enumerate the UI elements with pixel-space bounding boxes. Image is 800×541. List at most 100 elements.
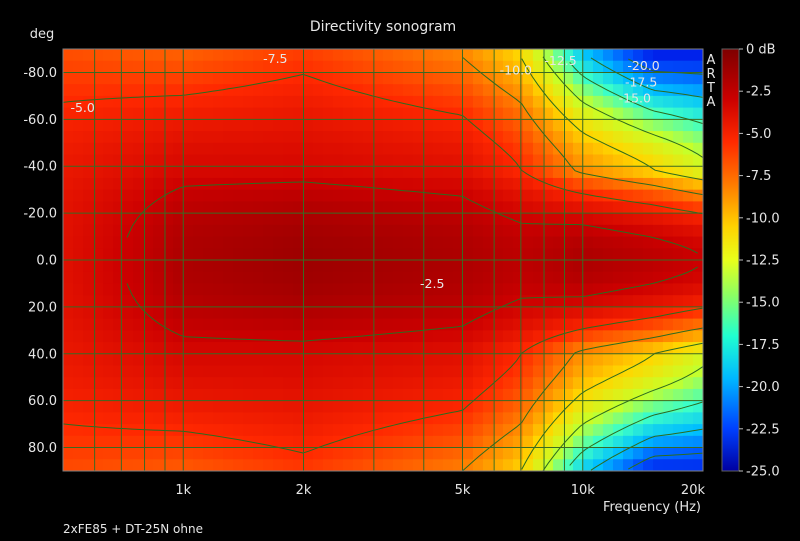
heatmap-cell <box>333 400 344 413</box>
heatmap-cell <box>583 260 594 273</box>
heatmap-cell <box>633 377 644 390</box>
heatmap-cell <box>573 388 584 402</box>
heatmap-cell <box>193 84 204 97</box>
heatmap-cell <box>503 119 514 132</box>
heatmap-cell <box>183 283 194 296</box>
heatmap-cell <box>603 60 614 74</box>
heatmap-cell <box>313 447 324 460</box>
heatmap-cell <box>203 342 214 355</box>
heatmap-cell <box>73 318 84 331</box>
heatmap-cell <box>203 84 214 97</box>
heatmap-cell <box>153 60 164 74</box>
heatmap-cell <box>203 60 214 74</box>
heatmap-cell <box>103 435 114 449</box>
heatmap-cell <box>693 260 703 273</box>
heatmap-cell <box>523 435 534 449</box>
heatmap-cell <box>73 459 84 471</box>
heatmap-cell <box>543 60 554 74</box>
heatmap-cell <box>533 119 544 132</box>
heatmap-cell <box>513 342 524 355</box>
heatmap-cell <box>353 236 364 249</box>
heatmap-cell <box>493 400 504 413</box>
heatmap-cell <box>573 260 584 273</box>
heatmap-cell <box>603 271 614 285</box>
heatmap-cell <box>663 260 674 273</box>
heatmap-cell <box>433 107 444 120</box>
heatmap-cell <box>443 459 454 471</box>
heatmap-cell <box>173 459 184 471</box>
heatmap-cell <box>553 49 564 62</box>
heatmap-cell <box>293 119 304 132</box>
heatmap-cell <box>393 260 404 273</box>
heatmap-cell <box>323 213 334 226</box>
heatmap-cell <box>303 236 314 249</box>
heatmap-cell <box>263 224 274 238</box>
heatmap-cell <box>363 213 374 226</box>
heatmap-cell <box>573 224 584 238</box>
heatmap-cell <box>303 353 314 367</box>
heatmap-cell <box>373 365 384 378</box>
heatmap-cell <box>63 365 74 378</box>
heatmap-cell <box>323 201 334 214</box>
heatmap-cell <box>173 213 184 226</box>
heatmap-cell <box>453 412 464 425</box>
heatmap-cell <box>383 435 394 449</box>
heatmap-cell <box>553 260 564 273</box>
heatmap-cell <box>83 72 94 85</box>
heatmap-cell <box>223 283 234 296</box>
heatmap-cell <box>223 306 234 320</box>
heatmap-cell <box>203 260 214 273</box>
heatmap-cell <box>693 400 703 413</box>
heatmap-cell <box>393 271 404 285</box>
heatmap-cell <box>653 435 664 449</box>
heatmap-cell <box>273 107 284 120</box>
heatmap-cell <box>433 213 444 226</box>
heatmap-cell <box>463 60 474 74</box>
heatmap-cell <box>543 95 554 109</box>
heatmap-cell <box>303 365 314 378</box>
heatmap-cell <box>113 49 124 62</box>
heatmap-cell <box>153 400 164 413</box>
heatmap-cell <box>153 388 164 402</box>
heatmap-cell <box>73 72 84 85</box>
heatmap-cell <box>323 142 334 156</box>
heatmap-cell <box>213 377 224 390</box>
heatmap-cell <box>223 365 234 378</box>
heatmap-cell <box>253 177 264 191</box>
heatmap-cell <box>673 271 684 285</box>
heatmap-cell <box>153 283 164 296</box>
heatmap-cell <box>323 166 334 179</box>
heatmap-cell <box>623 271 634 285</box>
heatmap-cell <box>613 154 624 167</box>
heatmap-cell <box>213 459 224 471</box>
heatmap-cell <box>693 49 703 62</box>
heatmap-cell <box>313 435 324 449</box>
heatmap-cell <box>83 459 94 471</box>
heatmap-cell <box>263 260 274 273</box>
heatmap-cell <box>253 283 264 296</box>
heatmap-cell <box>653 377 664 390</box>
heatmap-cell <box>403 119 414 132</box>
heatmap-cell <box>293 318 304 331</box>
heatmap-cell <box>223 166 234 179</box>
heatmap-cell <box>123 330 134 343</box>
heatmap-cell <box>573 49 584 62</box>
heatmap-cell <box>213 271 224 285</box>
heatmap-cell <box>423 271 434 285</box>
heatmap-cell <box>523 189 534 202</box>
heatmap-cell <box>323 189 334 202</box>
heatmap-cell <box>423 236 434 249</box>
heatmap-cell <box>63 119 74 132</box>
heatmap-cell <box>203 377 214 390</box>
heatmap-cell <box>333 142 344 156</box>
heatmap-cell <box>373 236 384 249</box>
heatmap-cell <box>213 400 224 413</box>
heatmap-cell <box>453 342 464 355</box>
heatmap-cell <box>183 306 194 320</box>
heatmap-cell <box>273 283 284 296</box>
heatmap-cell <box>553 447 564 460</box>
heatmap-cell <box>403 365 414 378</box>
heatmap-cell <box>413 342 424 355</box>
heatmap-cell <box>133 306 144 320</box>
heatmap-cell <box>573 236 584 249</box>
